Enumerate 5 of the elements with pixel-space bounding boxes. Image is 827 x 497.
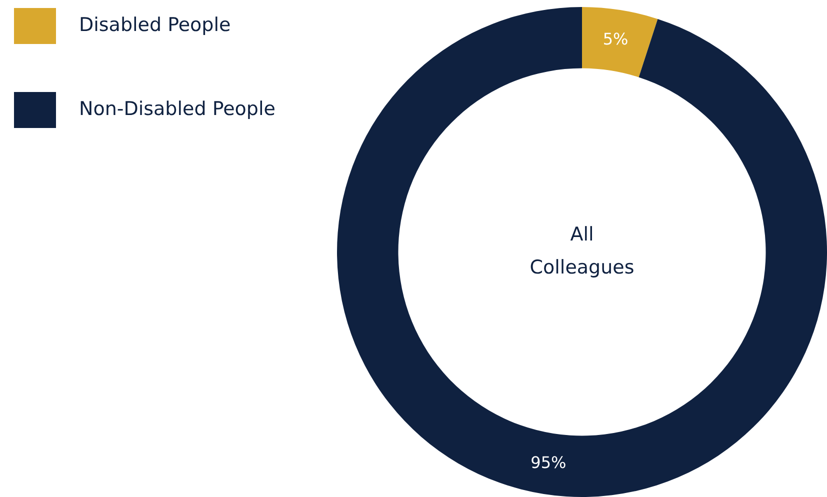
data-label: 95% [530, 452, 566, 472]
legend-label: Disabled People [79, 14, 231, 36]
legend-label: Non-Disabled People [79, 98, 276, 120]
text: All Colleagues [530, 223, 634, 278]
data-label: 5% [602, 29, 628, 48]
